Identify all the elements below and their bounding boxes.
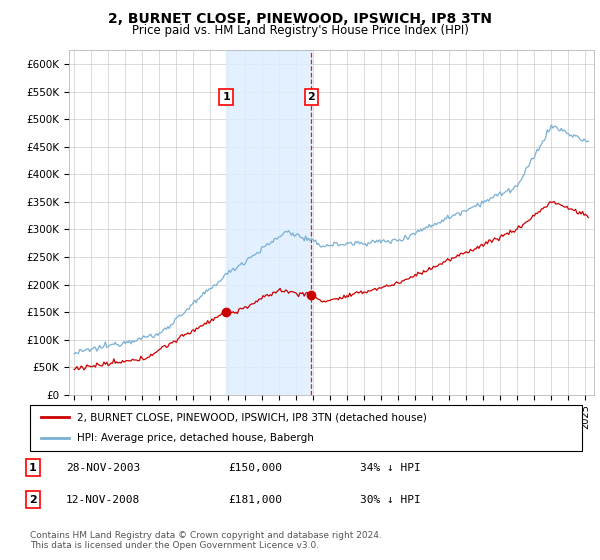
Text: £150,000: £150,000 xyxy=(228,463,282,473)
Text: HPI: Average price, detached house, Babergh: HPI: Average price, detached house, Babe… xyxy=(77,433,314,444)
Text: 12-NOV-2008: 12-NOV-2008 xyxy=(66,494,140,505)
Text: Price paid vs. HM Land Registry's House Price Index (HPI): Price paid vs. HM Land Registry's House … xyxy=(131,24,469,36)
Text: 2: 2 xyxy=(307,92,315,102)
Text: 28-NOV-2003: 28-NOV-2003 xyxy=(66,463,140,473)
Text: Contains HM Land Registry data © Crown copyright and database right 2024.
This d: Contains HM Land Registry data © Crown c… xyxy=(30,531,382,550)
Bar xyxy=(226,50,311,395)
Text: 2, BURNET CLOSE, PINEWOOD, IPSWICH, IP8 3TN (detached house): 2, BURNET CLOSE, PINEWOOD, IPSWICH, IP8 … xyxy=(77,412,427,422)
Text: 1: 1 xyxy=(29,463,37,473)
Text: £181,000: £181,000 xyxy=(228,494,282,505)
Text: 2, BURNET CLOSE, PINEWOOD, IPSWICH, IP8 3TN: 2, BURNET CLOSE, PINEWOOD, IPSWICH, IP8 … xyxy=(108,12,492,26)
Text: 1: 1 xyxy=(222,92,230,102)
Text: 34% ↓ HPI: 34% ↓ HPI xyxy=(360,463,421,473)
Text: 2: 2 xyxy=(29,494,37,505)
Text: 30% ↓ HPI: 30% ↓ HPI xyxy=(360,494,421,505)
